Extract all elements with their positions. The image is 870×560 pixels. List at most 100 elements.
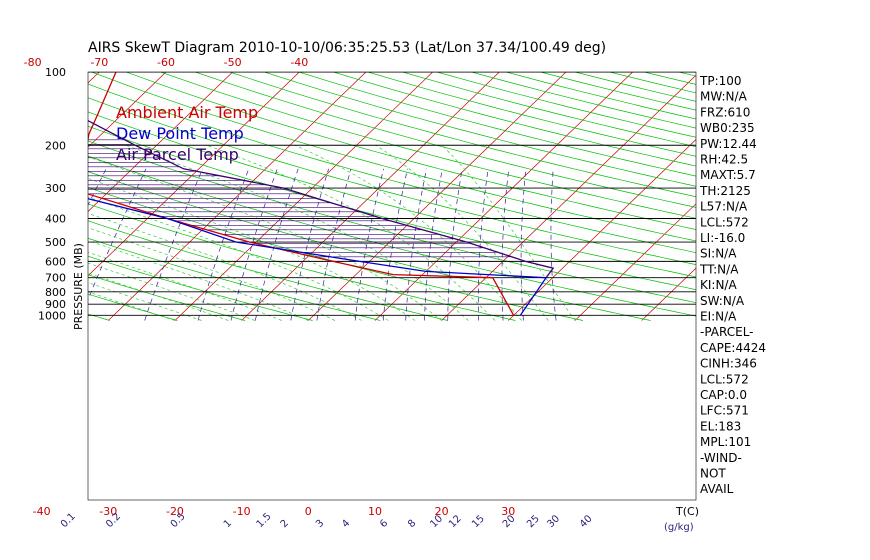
isotherm-line: [88, 72, 300, 277]
dry-adiabat-line: [506, 72, 696, 120]
dry-adiabat-line: [402, 72, 696, 148]
legend-ambient: Ambient Air Temp: [116, 103, 258, 122]
isotherms: [88, 72, 696, 321]
top-temp-tick-label: -80: [24, 56, 42, 69]
isotherm-line: [88, 72, 167, 148]
stat-item: AVAIL: [700, 482, 734, 496]
stat-item: MAXT:5.7: [700, 168, 756, 182]
mixing-ratio-line: [316, 168, 352, 321]
moist-adiabats: [88, 144, 576, 321]
mixing-ratio-tick-label: 3: [314, 518, 326, 530]
bottom-temp-tick-label: -40: [33, 505, 51, 518]
moist-adiabat-line: [375, 145, 549, 321]
mixing-ratio-tick-label: 6: [378, 518, 390, 530]
dry-adiabat-line: [88, 111, 696, 278]
stat-item: EL:183: [700, 419, 741, 433]
dry-adiabat-line: [644, 72, 696, 85]
mixing-ratio-line: [254, 168, 299, 321]
moist-adiabat-line: [88, 240, 309, 321]
moist-adiabat-line: [88, 156, 442, 321]
mixing-ratio-tick-label: 15: [470, 513, 487, 530]
mixing-ratio-line: [88, 168, 147, 301]
dry-adiabat-line: [195, 72, 696, 208]
dry-adiabat-line: [88, 255, 313, 321]
pressure-tick-label: 800: [45, 286, 66, 299]
chart-title: AIRS SkewT Diagram 2010-10-10/06:35:25.5…: [88, 40, 606, 56]
stat-item: SI:N/A: [700, 247, 737, 261]
top-temp-tick-label: -70: [90, 56, 108, 69]
stat-item: MW:N/A: [700, 90, 748, 104]
stat-item: CINH:346: [700, 357, 757, 371]
stat-item: TH:2125: [699, 184, 751, 198]
stat-item: RH:42.5: [700, 153, 748, 167]
isotherm-line: [508, 139, 696, 321]
stat-item: SW:N/A: [700, 294, 745, 308]
stat-item: CAP:0.0: [700, 388, 747, 402]
dry-adiabat-line: [91, 72, 696, 242]
dry-adiabat-line: [88, 237, 381, 321]
isobars: [88, 72, 696, 316]
plot-frame: [87, 71, 697, 501]
moist-adiabat-line: [88, 282, 202, 321]
legend-parcel: Air Parcel Temp: [116, 145, 239, 164]
moist-adiabat-line: [88, 227, 336, 321]
stat-item: L57:N/A: [700, 200, 748, 214]
top-temp-tick-label: -40: [290, 56, 308, 69]
dry-adiabat-line: [126, 72, 696, 230]
mixing-ratio-line: [197, 168, 250, 321]
bottom-temp-tick-label: -30: [99, 505, 117, 518]
pressure-tick-label: 700: [45, 272, 66, 285]
mixing-ratio-tick-label: 0.1: [59, 511, 78, 530]
isotherm-line: [174, 72, 433, 321]
mixing-ratio-line: [501, 168, 510, 321]
pressure-tick-label: 1000: [38, 309, 66, 322]
dry-adiabat-line: [367, 72, 696, 157]
mixing-ratio-line: [447, 168, 463, 321]
dry-adiabat-line: [471, 72, 696, 129]
pressure-tick-label: 100: [45, 66, 66, 79]
moist-adiabat-line: [88, 262, 256, 321]
bottom-temp-tick-label: 10: [368, 505, 382, 518]
ambient-temp-line: [88, 72, 515, 316]
moist-adiabat-line: [88, 196, 389, 321]
stat-item: FRZ:610: [700, 105, 750, 119]
stat-item: LFC:571: [700, 404, 749, 418]
mixing-ratio-tick-label: 30: [545, 513, 562, 530]
bottom-temp-tick-label: 30: [501, 505, 515, 518]
dry-adiabat-line: [88, 83, 696, 254]
mixing-ratio-tick-label: 12: [447, 513, 464, 530]
stat-item: LCL:572: [700, 215, 749, 229]
stat-item: LI:-16.0: [700, 231, 745, 245]
x-axis-unit-temp: T(C): [675, 505, 699, 518]
dry-adiabat-line: [0, 72, 42, 321]
stat-item: KI:N/A: [700, 278, 737, 292]
legend-dewpoint: Dew Point Temp: [116, 124, 244, 143]
bottom-temp-tick-label: 20: [435, 505, 449, 518]
mixing-ratio-tick-label: 4: [340, 518, 352, 530]
stat-item: -PARCEL-: [700, 325, 754, 339]
dry-adiabat-line: [264, 72, 696, 187]
moist-adiabat-line: [88, 178, 416, 321]
dry-adiabat-line: [229, 72, 696, 198]
dry-adiabat-line: [88, 274, 246, 321]
mixing-ratio-tick-label: 1: [222, 518, 234, 530]
grid-lines: [0, 72, 696, 321]
dry-adiabat-line: [160, 72, 696, 219]
x-axis-unit-mixing: (g/kg): [664, 522, 694, 533]
pressure-tick-label: 600: [45, 255, 66, 268]
isotherm-line: [574, 203, 696, 321]
stat-item: TT:N/A: [699, 262, 739, 276]
bottom-temp-tick-label: 0: [305, 505, 312, 518]
stat-item: -WIND-: [700, 451, 742, 465]
top-temp-tick-labels: -120-110-100-90-80-70-60-50-40: [24, 56, 309, 69]
isotherm-line: [641, 267, 696, 321]
dry-adiabat-line: [88, 203, 516, 321]
stat-item: NOT: [700, 467, 726, 481]
stat-item: CAPE:4424: [700, 341, 766, 355]
mixing-ratio-tick-label: 8: [406, 518, 418, 530]
moist-adiabat-line: [441, 145, 576, 321]
dewpoint-temp-line: [88, 198, 548, 316]
pressure-tick-label: 500: [45, 236, 66, 249]
stat-item: LCL:572: [700, 372, 749, 386]
